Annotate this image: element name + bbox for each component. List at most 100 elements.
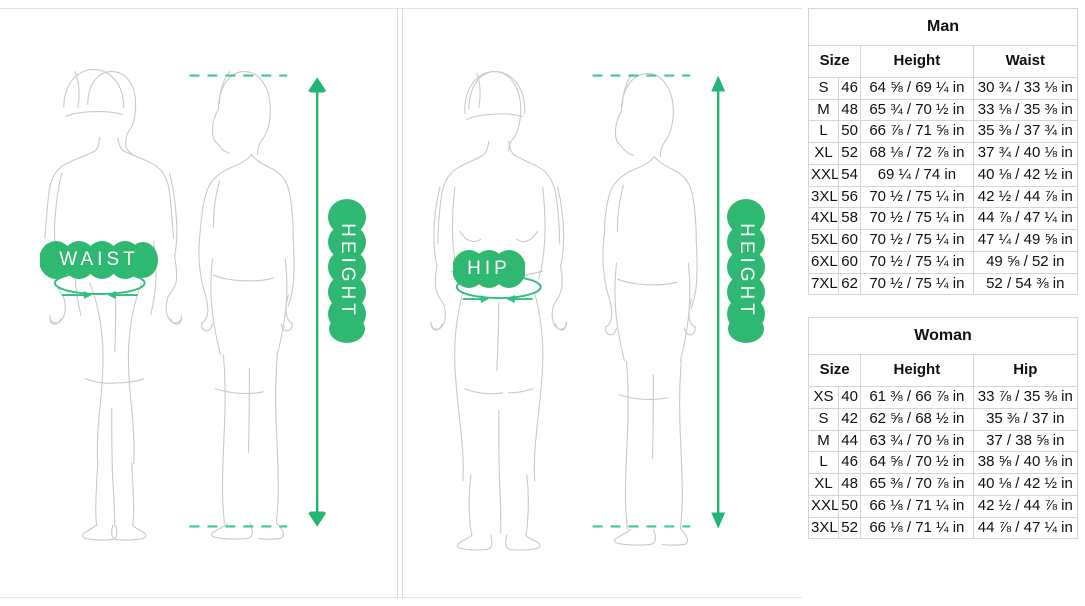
cell-waist: 40 ⅛ / 42 ½ in bbox=[972, 163, 1079, 187]
cell-size: XXL bbox=[807, 163, 840, 187]
cell-size: S bbox=[807, 407, 840, 431]
cell-size: XL bbox=[807, 142, 840, 165]
panel-woman: HIP HEIGHT bbox=[402, 9, 802, 599]
col-header-size-woman: Size bbox=[807, 354, 862, 387]
cell-waist: 47 ¼ / 49 ⅝ in bbox=[972, 229, 1079, 252]
cell-eu-size: 60 bbox=[838, 229, 862, 252]
cell-eu-size: 48 bbox=[838, 98, 862, 122]
table-header-row-man: Size Height Waist bbox=[807, 45, 1079, 78]
cell-size: 3XL bbox=[807, 516, 840, 540]
cell-height: 66 ⅛ / 71 ¼ in bbox=[860, 516, 974, 540]
table-row: 3XL 56 70 ½ / 75 ¼ in 42 ½ / 44 ⅞ in bbox=[807, 185, 1079, 209]
woman-side-view bbox=[602, 73, 698, 546]
cell-height: 65 ¾ / 70 ½ in bbox=[860, 98, 974, 122]
table-title-man: Man bbox=[808, 8, 1078, 46]
cell-eu-size: 46 bbox=[838, 451, 862, 474]
cell-height: 63 ¾ / 70 ⅛ in bbox=[860, 429, 974, 453]
cell-height: 62 ⅝ / 68 ½ in bbox=[860, 407, 974, 431]
woman-figures-svg bbox=[430, 71, 726, 551]
cell-eu-size: 52 bbox=[838, 142, 862, 165]
col-header-hip-woman: Hip bbox=[972, 354, 1079, 387]
man-front-view bbox=[44, 69, 183, 541]
cell-size: 5XL bbox=[807, 229, 840, 252]
size-table-man: Man Size Height Waist S 46 64 ⅝ / 69 ¼ i… bbox=[807, 8, 1079, 296]
cell-eu-size: 50 bbox=[838, 494, 862, 518]
cell-waist: 42 ½ / 44 ⅞ in bbox=[972, 185, 1079, 209]
cell-height: 70 ½ / 75 ¼ in bbox=[860, 272, 974, 296]
cell-height: 64 ⅝ / 70 ½ in bbox=[860, 451, 974, 474]
table-row: L 46 64 ⅝ / 70 ½ in 38 ⅝ / 40 ⅛ in bbox=[807, 451, 1079, 474]
cell-size: 3XL bbox=[807, 185, 840, 209]
cell-size: 4XL bbox=[807, 207, 840, 230]
table-row: XXL 50 66 ⅛ / 71 ¼ in 42 ½ / 44 ⅞ in bbox=[807, 494, 1079, 518]
cell-waist: 30 ¾ / 33 ⅛ in bbox=[972, 76, 1079, 100]
col-header-size-man: Size bbox=[807, 45, 862, 78]
table-row: XS 40 61 ⅜ / 66 ⅞ in 33 ⅞ / 35 ⅜ in bbox=[807, 386, 1079, 409]
size-table-woman: Woman Size Height Hip XS 40 61 ⅜ / 66 ⅞ … bbox=[807, 317, 1079, 540]
cell-hip: 35 ⅜ / 37 in bbox=[972, 407, 1079, 431]
table-row: 5XL 60 70 ½ / 75 ¼ in 47 ¼ / 49 ⅝ in bbox=[807, 229, 1079, 252]
woman-hip-ellipse bbox=[455, 275, 542, 304]
table-row: M 48 65 ¾ / 70 ½ in 33 ⅛ / 35 ⅜ in bbox=[807, 98, 1079, 122]
cell-height: 70 ½ / 75 ¼ in bbox=[860, 185, 974, 209]
cell-hip: 42 ½ / 44 ⅞ in bbox=[972, 494, 1079, 518]
cell-height: 66 ⅞ / 71 ⅝ in bbox=[860, 120, 974, 143]
cell-waist: 37 ¾ / 40 ⅛ in bbox=[972, 142, 1079, 165]
cell-eu-size: 40 bbox=[838, 386, 862, 409]
cell-hip: 40 ⅛ / 42 ½ in bbox=[972, 473, 1079, 496]
cell-height: 69 ¼ / 74 in bbox=[860, 163, 974, 187]
cell-hip: 38 ⅝ / 40 ⅛ in bbox=[972, 451, 1079, 474]
cell-size: M bbox=[807, 98, 840, 122]
table-row: L 50 66 ⅞ / 71 ⅝ in 35 ⅜ / 37 ¾ in bbox=[807, 120, 1079, 143]
cell-waist: 33 ⅛ / 35 ⅜ in bbox=[972, 98, 1079, 122]
table-row: XL 48 65 ⅜ / 70 ⅞ in 40 ⅛ / 42 ½ in bbox=[807, 473, 1079, 496]
woman-front-view bbox=[430, 71, 568, 551]
cell-eu-size: 58 bbox=[838, 207, 862, 230]
cell-eu-size: 46 bbox=[838, 76, 862, 100]
cell-hip: 37 / 38 ⅝ in bbox=[972, 429, 1079, 453]
panel-man: WAIST HEIGHT bbox=[0, 9, 398, 599]
man-waist-ellipse bbox=[53, 271, 146, 300]
cell-hip: 33 ⅞ / 35 ⅜ in bbox=[972, 386, 1079, 409]
cell-height: 70 ½ / 75 ¼ in bbox=[860, 229, 974, 252]
cell-eu-size: 60 bbox=[838, 250, 862, 274]
table-header-row-woman: Size Height Hip bbox=[807, 354, 1079, 387]
cell-eu-size: 54 bbox=[838, 163, 862, 187]
cell-eu-size: 44 bbox=[838, 429, 862, 453]
cell-height: 68 ⅛ / 72 ⅞ in bbox=[860, 142, 974, 165]
table-title-row-woman: Woman bbox=[808, 317, 1078, 356]
cell-size: XL bbox=[807, 473, 840, 496]
table-row: 3XL 52 66 ⅛ / 71 ¼ in 44 ⅞ / 47 ¼ in bbox=[807, 516, 1079, 540]
cell-size: 6XL bbox=[807, 250, 840, 274]
cell-size: XS bbox=[807, 386, 840, 409]
cell-height: 65 ⅜ / 70 ⅞ in bbox=[860, 473, 974, 496]
cell-size: S bbox=[807, 76, 840, 100]
size-tables: Man Size Height Waist S 46 64 ⅝ / 69 ¼ i… bbox=[807, 8, 1079, 540]
cell-eu-size: 42 bbox=[838, 407, 862, 431]
man-figures-svg bbox=[44, 69, 327, 541]
cell-size: L bbox=[807, 451, 840, 474]
table-row: S 46 64 ⅝ / 69 ¼ in 30 ¾ / 33 ⅛ in bbox=[807, 76, 1079, 100]
cell-waist: 49 ⅝ / 52 in bbox=[972, 250, 1079, 274]
cell-height: 70 ½ / 75 ¼ in bbox=[860, 207, 974, 230]
table-row: 7XL 62 70 ½ / 75 ¼ in 52 / 54 ⅜ in bbox=[807, 272, 1079, 296]
illustration-panels: WAIST HEIGHT bbox=[0, 8, 802, 599]
cell-waist: 35 ⅜ / 37 ¾ in bbox=[972, 120, 1079, 143]
cell-eu-size: 50 bbox=[838, 120, 862, 143]
table-row: M 44 63 ¾ / 70 ⅛ in 37 / 38 ⅝ in bbox=[807, 429, 1079, 453]
cell-eu-size: 48 bbox=[838, 473, 862, 496]
cell-height: 70 ½ / 75 ¼ in bbox=[860, 250, 974, 274]
cell-height: 61 ⅜ / 66 ⅞ in bbox=[860, 386, 974, 409]
table-title-row-man: Man bbox=[808, 8, 1078, 46]
woman-height-guides bbox=[592, 74, 726, 529]
cell-hip: 44 ⅞ / 47 ¼ in bbox=[972, 516, 1079, 540]
table-row: 4XL 58 70 ½ / 75 ¼ in 44 ⅞ / 47 ¼ in bbox=[807, 207, 1079, 230]
cell-size: XXL bbox=[807, 494, 840, 518]
man-side-view bbox=[198, 71, 295, 540]
table-title-woman: Woman bbox=[808, 317, 1078, 356]
col-header-waist-man: Waist bbox=[972, 45, 1079, 78]
table-row: 6XL 60 70 ½ / 75 ¼ in 49 ⅝ / 52 in bbox=[807, 250, 1079, 274]
table-row: XXL 54 69 ¼ / 74 in 40 ⅛ / 42 ½ in bbox=[807, 163, 1079, 187]
col-header-height-man: Height bbox=[860, 45, 974, 78]
cell-size: 7XL bbox=[807, 272, 840, 296]
